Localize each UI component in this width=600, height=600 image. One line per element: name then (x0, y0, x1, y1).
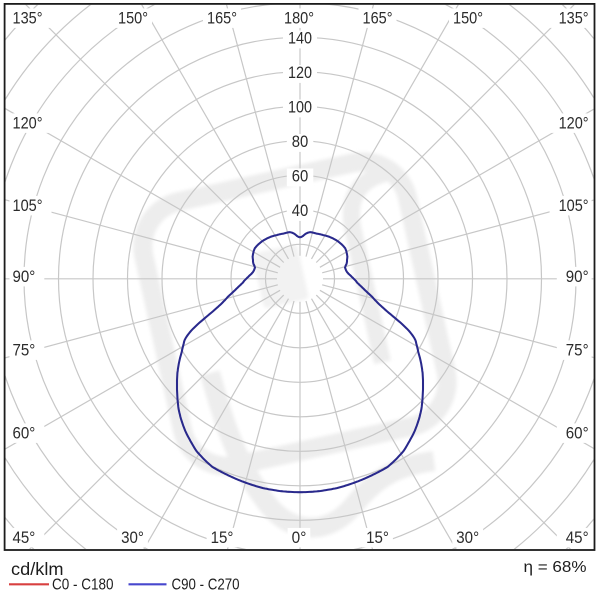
svg-text:135°: 135° (13, 9, 43, 27)
svg-text:40: 40 (292, 202, 309, 220)
svg-text:75°: 75° (13, 341, 36, 359)
svg-text:cd/klm: cd/klm (11, 559, 63, 579)
svg-text:45°: 45° (13, 529, 36, 547)
svg-text:90°: 90° (566, 268, 589, 286)
svg-text:100: 100 (288, 99, 312, 117)
svg-text:135°: 135° (559, 9, 589, 27)
svg-text:C0 - C180: C0 - C180 (52, 577, 114, 594)
svg-text:180°: 180° (284, 9, 314, 27)
svg-text:30°: 30° (121, 529, 144, 547)
svg-text:η = 68%: η = 68% (524, 559, 587, 576)
svg-text:45°: 45° (566, 529, 589, 547)
svg-text:30°: 30° (456, 529, 479, 547)
svg-text:60°: 60° (13, 424, 36, 442)
svg-text:60°: 60° (566, 424, 589, 442)
svg-text:15°: 15° (211, 529, 234, 547)
svg-text:150°: 150° (453, 9, 483, 27)
svg-text:C90 - C270: C90 - C270 (172, 577, 240, 594)
svg-text:165°: 165° (207, 9, 237, 27)
svg-text:120°: 120° (13, 114, 43, 132)
svg-text:120°: 120° (559, 114, 589, 132)
svg-text:0°: 0° (292, 529, 307, 547)
svg-text:120: 120 (288, 64, 312, 82)
svg-text:90°: 90° (13, 268, 36, 286)
svg-text:80: 80 (292, 133, 309, 151)
svg-text:15°: 15° (366, 529, 389, 547)
svg-text:140: 140 (288, 30, 312, 48)
svg-text:150°: 150° (118, 9, 148, 27)
svg-text:165°: 165° (363, 9, 393, 27)
svg-text:75°: 75° (566, 341, 589, 359)
svg-text:105°: 105° (559, 197, 589, 215)
svg-text:60: 60 (292, 168, 309, 186)
svg-text:105°: 105° (13, 197, 43, 215)
